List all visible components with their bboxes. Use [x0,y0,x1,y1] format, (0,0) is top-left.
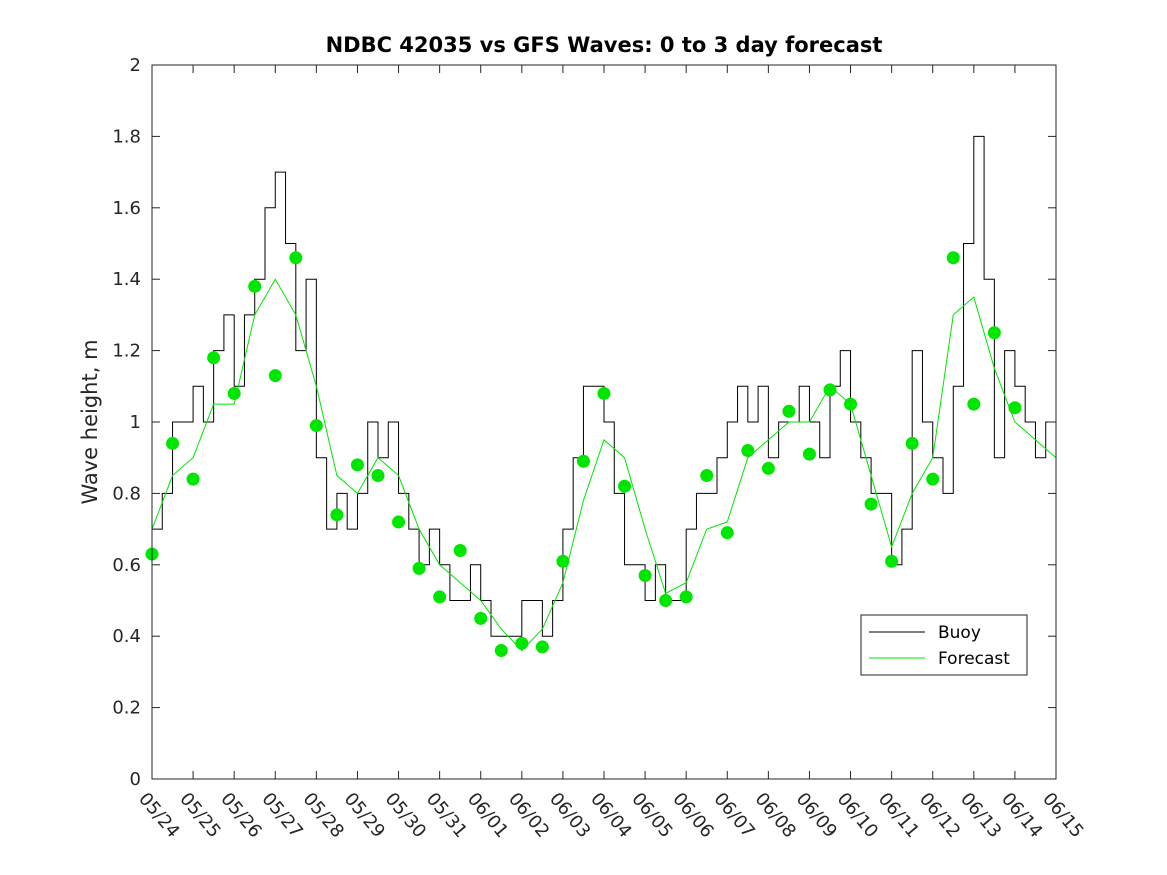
forecast-marker [412,561,426,575]
forecast-marker [227,386,241,400]
forecast-marker [844,397,858,411]
x-tick-label: 06/02 [504,789,553,842]
y-tick-label: 1 [130,412,141,433]
forecast-marker [823,383,837,397]
forecast-marker [371,469,385,483]
forecast-marker [720,526,734,540]
x-tick-label: 05/31 [422,789,471,842]
forecast-marker [782,404,796,418]
forecast-marker [597,386,611,400]
legend-label-forecast: Forecast [938,649,1010,669]
legend: Buoy Forecast [860,614,1028,676]
forecast-marker [761,461,775,475]
y-tick-label: 0.2 [112,698,141,719]
forecast-marker [166,436,180,450]
forecast-marker [330,508,344,522]
forecast-marker [885,554,899,568]
x-tick-label: 06/06 [668,789,717,842]
forecast-marker [905,436,919,450]
forecast-marker [987,326,1001,340]
x-tick-label: 06/01 [463,789,512,842]
y-tick-label: 1.4 [112,269,141,290]
x-tick-label: 06/07 [709,789,758,842]
forecast-marker [700,469,714,483]
x-tick-label: 05/25 [175,789,224,842]
forecast-marker [474,611,488,625]
y-tick-label: 0.4 [112,626,141,647]
forecast-marker [926,472,940,486]
x-tick-label: 06/12 [915,789,964,842]
x-tick-label: 06/04 [586,789,635,842]
x-tick-label: 05/24 [134,789,183,842]
x-tick-label: 06/08 [751,789,800,842]
x-tick-label: 06/11 [874,789,923,842]
forecast-marker [248,279,262,293]
forecast-marker [392,515,406,529]
y-tick-label: 1.8 [112,126,141,147]
x-tick-label: 05/26 [216,789,265,842]
forecast-marker [864,497,878,511]
chart-title: NDBC 42035 vs GFS Waves: 0 to 3 day fore… [326,33,883,57]
series-forecast-line [151,278,1057,652]
y-tick-label: 1.2 [112,341,141,362]
y-tick-label: 0.6 [112,555,141,576]
forecast-marker [207,351,221,365]
forecast-marker [946,251,960,265]
legend-label-buoy: Buoy [938,623,981,643]
forecast-marker [659,594,673,607]
x-tick-label: 06/14 [997,789,1046,842]
y-tick-label: 0.8 [112,483,141,504]
x-tick-label: 05/28 [299,789,348,842]
x-tick-label: 06/03 [545,789,594,842]
forecast-marker [679,590,693,604]
forecast-marker [515,636,529,650]
forecast-marker [535,640,549,654]
forecast-marker [802,447,816,461]
x-tick-label: 06/13 [956,789,1005,842]
x-tick-label: 06/15 [1038,789,1087,842]
legend-box [860,614,1028,676]
y-axis-label: Wave height, m [78,339,102,504]
forecast-marker [494,643,508,657]
forecast-marker [741,444,755,458]
x-tick-label: 06/09 [792,789,841,842]
forecast-marker [618,479,632,493]
forecast-marker [268,369,282,383]
x-tick-label: 06/10 [833,789,882,842]
forecast-marker [433,590,447,604]
forecast-marker [186,472,200,486]
forecast-marker [309,419,323,433]
y-tick-label: 0 [130,769,141,790]
forecast-marker [350,458,364,472]
forecast-marker [576,454,590,468]
forecast-marker [289,251,303,265]
x-tick-label: 06/05 [627,789,676,842]
x-tick-label: 05/27 [257,789,306,842]
forecast-marker [556,554,570,568]
x-tick-label: 05/30 [381,789,430,842]
forecast-marker [453,544,467,558]
x-tick-label: 05/29 [340,789,389,842]
y-tick-label: 2 [130,55,141,76]
y-tick-label: 1.6 [112,198,141,219]
forecast-marker [1008,401,1022,415]
y-axis: 0 0.2 0.4 0.6 0.8 1 1.2 1.4 1.6 1.8 2 [112,55,1056,790]
forecast-marker [967,397,981,411]
forecast-marker [638,569,652,583]
series-buoy-line [152,135,1057,637]
